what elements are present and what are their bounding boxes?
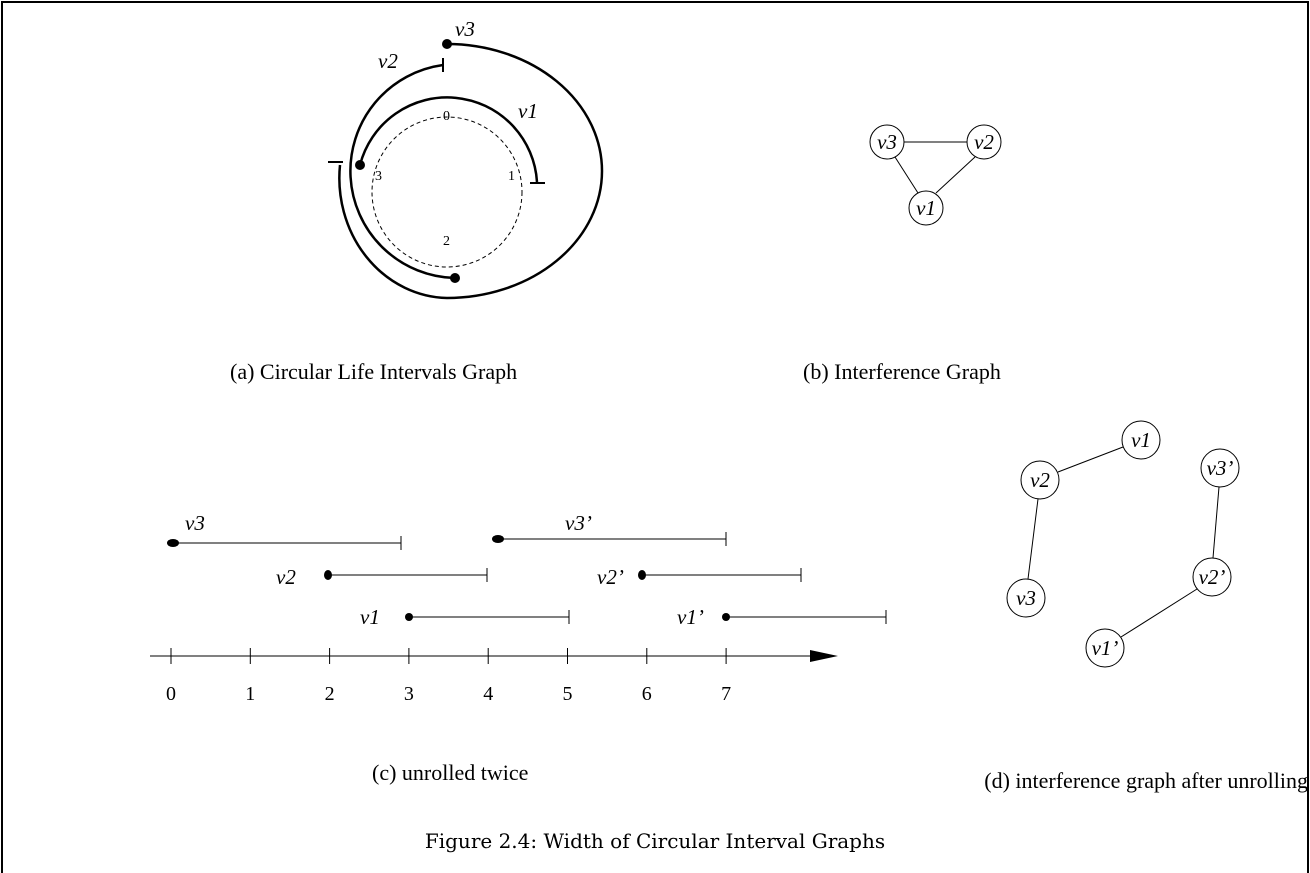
node-label: v2 [974, 130, 994, 154]
label: v3 [455, 17, 475, 41]
caption: (b) Interference Graph [803, 359, 1001, 384]
dot [638, 570, 646, 580]
arrow [810, 650, 838, 662]
node [1085, 628, 1125, 668]
panel-d: v1 v2 v3’ v3 v2’ v1’ (d) interference graph a… [984, 420, 1308, 793]
tick-label: 0 [166, 683, 176, 705]
panel-b: v3 v2 v1 (b) Interference Graph [803, 124, 1002, 384]
arc-v3 [338, 42, 604, 300]
edge [1120, 588, 1198, 638]
tick-label: 3 [404, 683, 414, 705]
dot [167, 539, 179, 547]
edge [1212, 486, 1220, 559]
label: v1 [360, 605, 380, 629]
dot [324, 570, 332, 580]
caption: (a) Circular Life Intervals Graph [230, 359, 517, 384]
dot [722, 613, 730, 621]
edge [935, 156, 976, 194]
edge [1057, 446, 1124, 473]
dot [405, 613, 413, 621]
node-label: v3’ [1207, 456, 1234, 480]
node-label: v2’ [1199, 565, 1226, 589]
node-label: v3 [877, 130, 897, 154]
figure-caption: Figure 2.4: Width of Circular Interval G… [425, 829, 885, 853]
label: v1’ [677, 605, 704, 629]
caption: (c) unrolled twice [372, 760, 528, 785]
node-label: v2 [1030, 468, 1050, 492]
label: v1 [518, 99, 538, 123]
label: v2 [378, 49, 398, 73]
tick-label: 4 [483, 683, 493, 705]
node [1006, 578, 1046, 618]
node-label: v1 [1131, 428, 1151, 452]
tick-label: 2 [325, 683, 335, 705]
tick-label: 7 [721, 683, 731, 705]
node-label: v3 [1016, 586, 1036, 610]
node [1020, 460, 1060, 500]
edge [894, 156, 919, 194]
mark-label: 1 [508, 169, 515, 184]
arc-v1 [358, 96, 539, 183]
tick-label: 6 [642, 683, 652, 705]
dot [442, 39, 452, 49]
node [966, 124, 1002, 160]
node-label: v1 [916, 196, 936, 220]
mark-label: 2 [443, 234, 450, 249]
node [908, 190, 944, 226]
edge [1027, 498, 1039, 580]
tick-label: 1 [245, 683, 255, 705]
label: v3’ [565, 511, 592, 535]
mark-label: 0 [443, 109, 450, 124]
node [1121, 420, 1161, 460]
panel-a: v3 v2 v1 0 1 2 3 (a) Circular Life Inter… [230, 17, 604, 384]
tick-label: 5 [563, 683, 573, 705]
dot [450, 273, 460, 283]
panel-c: 0 1 2 3 4 5 6 7 v3 v3’ v2 v2’ v1 v1’ (c) unroll… [150, 511, 887, 785]
label: v2’ [597, 565, 624, 589]
caption: (d) interference graph after unrolling [984, 768, 1308, 793]
dot [492, 535, 504, 543]
label: v3 [185, 511, 205, 535]
dot [355, 160, 365, 170]
arc-v2 [349, 63, 456, 280]
node-label: v1’ [1092, 636, 1119, 660]
dashed-circle [371, 116, 523, 268]
node [869, 124, 905, 160]
mark-label: 3 [375, 169, 382, 184]
node [1192, 557, 1232, 597]
node [1200, 448, 1240, 488]
label: v2 [276, 565, 296, 589]
